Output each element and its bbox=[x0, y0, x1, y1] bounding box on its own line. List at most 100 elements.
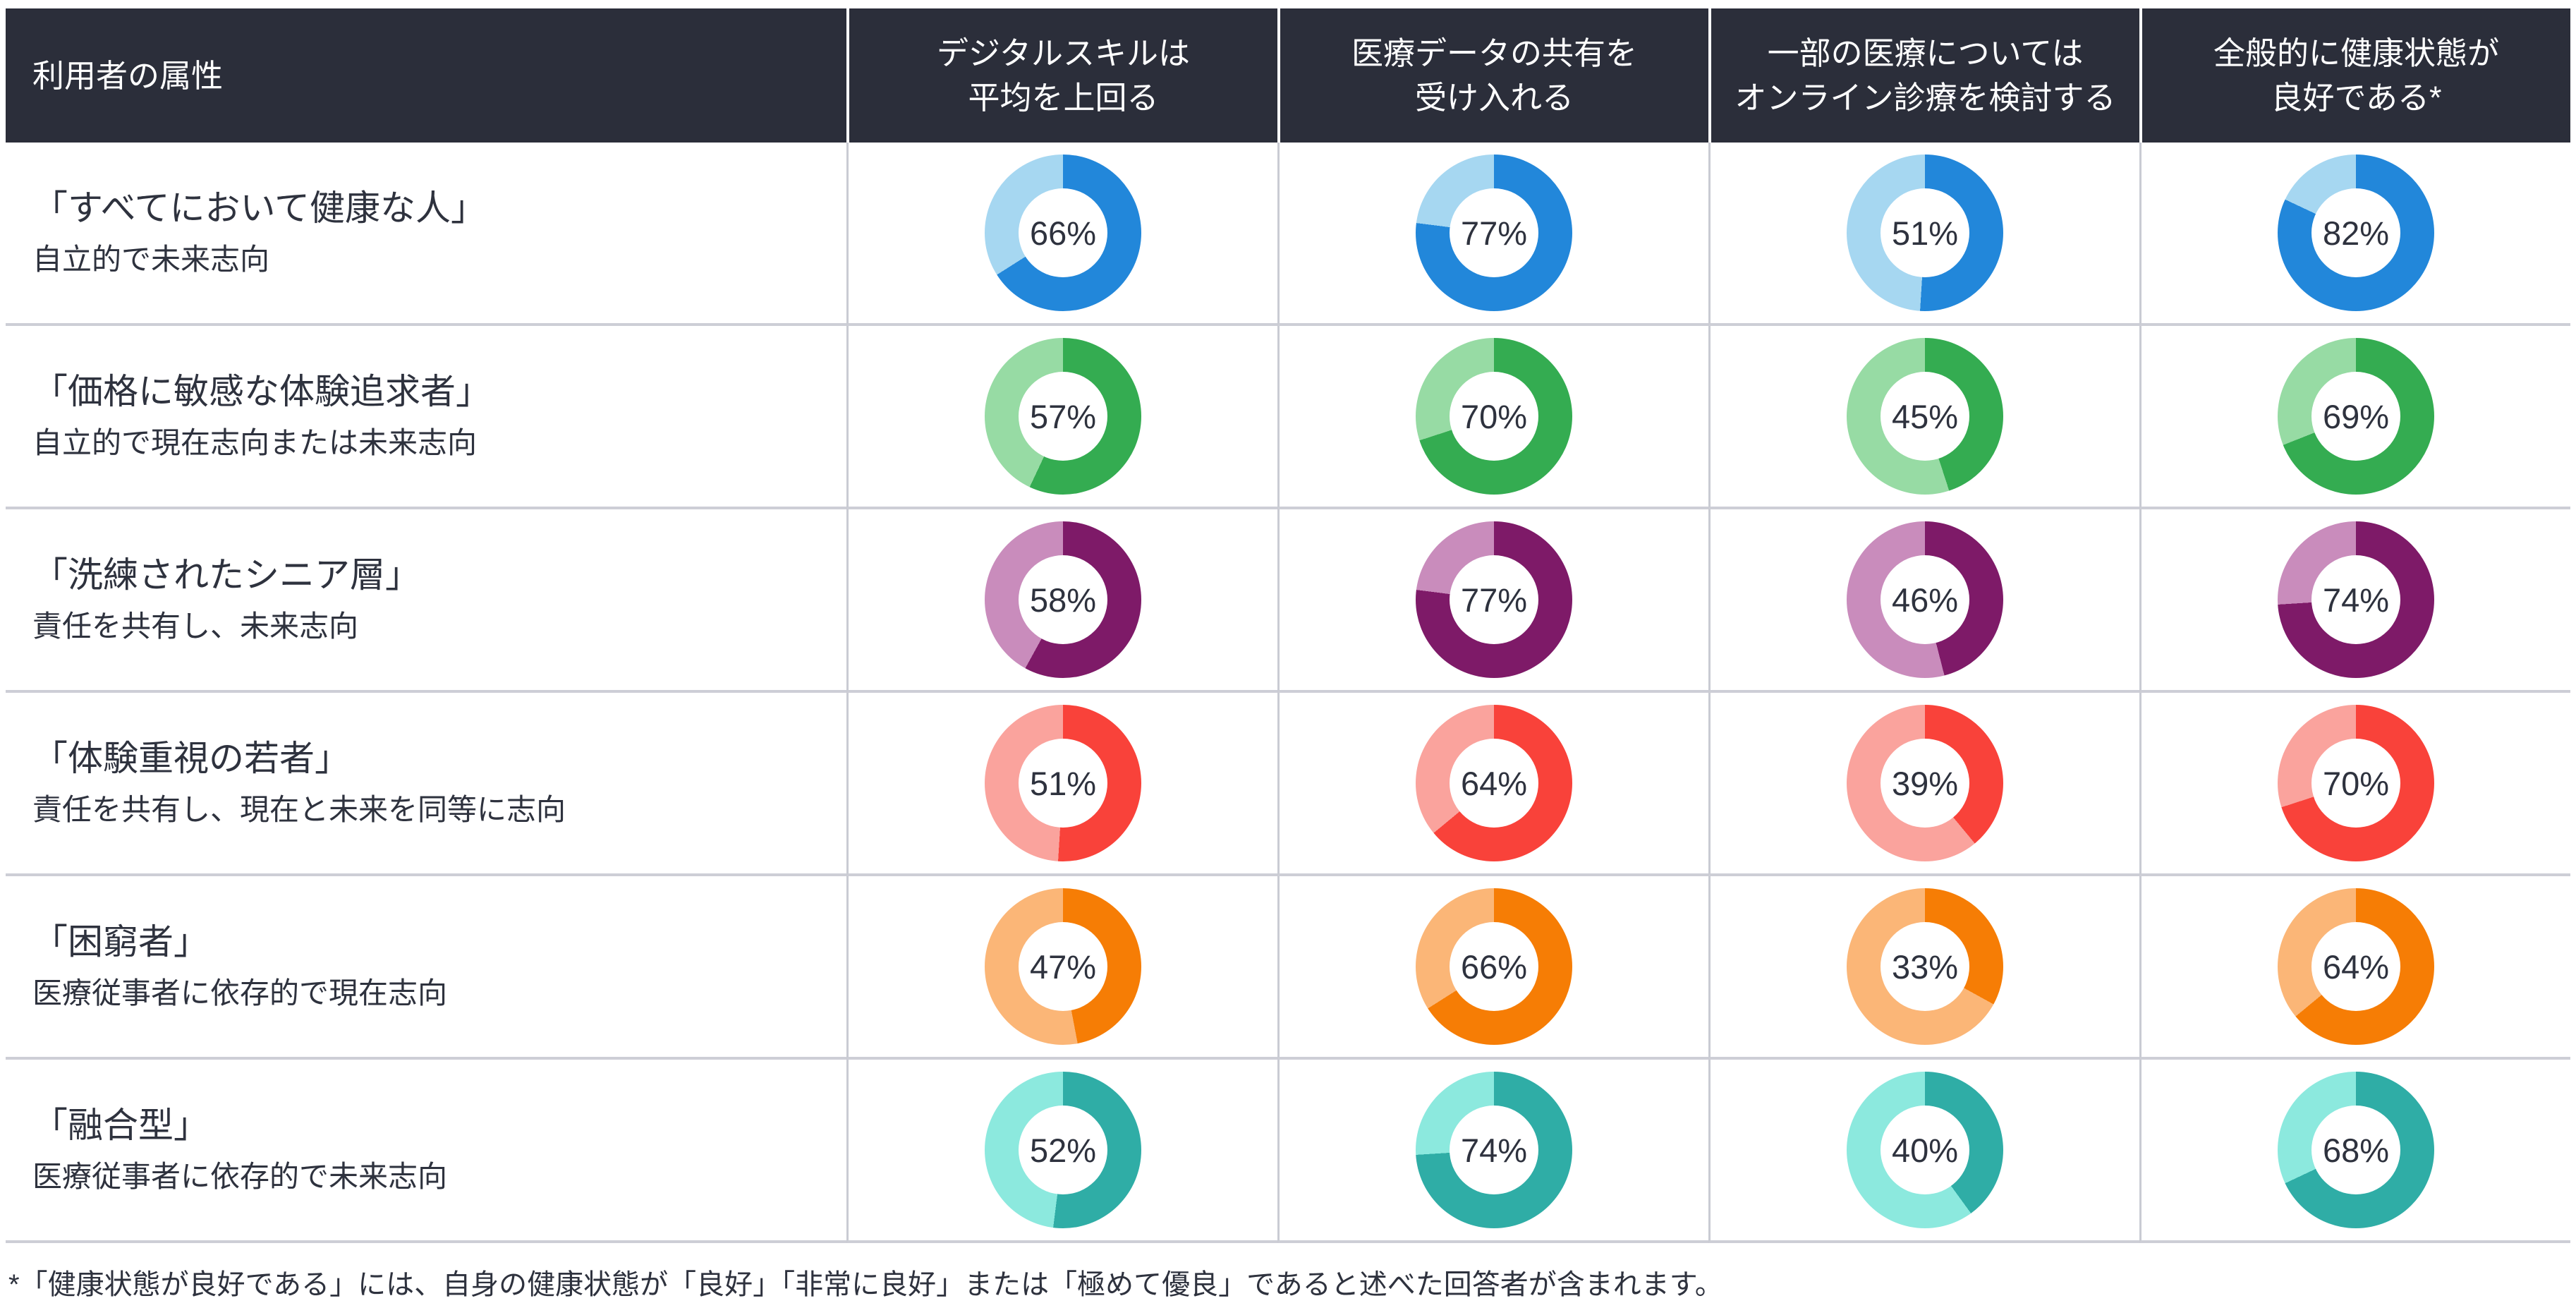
donut-value-label: 74% bbox=[2311, 555, 2400, 644]
donut-chart: 57% bbox=[985, 338, 1141, 495]
donut-chart: 64% bbox=[2278, 888, 2434, 1045]
donut-value-label: 40% bbox=[1881, 1106, 1969, 1194]
donut-value-label: 51% bbox=[1881, 188, 1969, 277]
donut-chart: 40% bbox=[1847, 1072, 2003, 1228]
row-title: 「融合型」 bbox=[32, 1106, 209, 1146]
donut-cell: 74% bbox=[2139, 509, 2570, 693]
footnote: *「健康状態が良好である」には、自身の健康状態が「良好」「非常に良好」または「極… bbox=[8, 1269, 1723, 1300]
donut-value-label: 64% bbox=[1450, 739, 1538, 828]
donut-cell: 66% bbox=[846, 143, 1277, 326]
table-row: 「洗練されたシニア層」 責任を共有し、未来志向 58% 77% 46% 74% bbox=[6, 509, 2570, 693]
donut-chart: 82% bbox=[2278, 155, 2434, 311]
donut-cell: 77% bbox=[1277, 143, 1708, 326]
donut-value-label: 64% bbox=[2311, 922, 2400, 1011]
donut-cell: 47% bbox=[846, 876, 1277, 1060]
donut-value-label: 66% bbox=[1450, 922, 1538, 1011]
donut-value-label: 45% bbox=[1881, 372, 1969, 461]
row-label-cell: 「困窮者」 医療従事者に依存的で現在志向 bbox=[6, 876, 846, 1060]
donut-value-label: 69% bbox=[2311, 372, 2400, 461]
donut-value-label: 70% bbox=[2311, 739, 2400, 828]
donut-value-label: 77% bbox=[1450, 188, 1538, 277]
donut-value-label: 77% bbox=[1450, 555, 1538, 644]
donut-chart: 46% bbox=[1847, 521, 2003, 678]
row-title: 「困窮者」 bbox=[32, 922, 209, 962]
donut-chart: 68% bbox=[2278, 1072, 2434, 1228]
row-title: 「価格に敏感な体験追求者」 bbox=[32, 372, 491, 412]
table-row: 「すべてにおいて健康な人」 自立的で未来志向 66% 77% 51% 82% bbox=[6, 143, 2570, 326]
donut-cell: 70% bbox=[1277, 326, 1708, 509]
header-col-good-health: 全般的に健康状態が 良好である* bbox=[2139, 8, 2570, 143]
donut-cell: 39% bbox=[1708, 693, 2139, 876]
donut-chart: 33% bbox=[1847, 888, 2003, 1045]
donut-chart: 45% bbox=[1847, 338, 2003, 495]
row-label-cell: 「体験重視の若者」 責任を共有し、現在と未来を同等に志向 bbox=[6, 693, 846, 876]
donut-value-label: 33% bbox=[1881, 922, 1969, 1011]
row-title: 「体験重視の若者」 bbox=[32, 739, 350, 779]
donut-value-label: 58% bbox=[1019, 555, 1107, 644]
row-title: 「洗練されたシニア層」 bbox=[32, 555, 420, 595]
donut-value-label: 82% bbox=[2311, 188, 2400, 277]
table-row: 「困窮者」 医療従事者に依存的で現在志向 47% 66% 33% 64% bbox=[6, 876, 2570, 1060]
row-subtitle: 責任を共有し、現在と未来を同等に志向 bbox=[32, 793, 566, 827]
row-label-cell: 「すべてにおいて健康な人」 自立的で未来志向 bbox=[6, 143, 846, 326]
table-row: 「価格に敏感な体験追求者」 自立的で現在志向または未来志向 57% 70% 45… bbox=[6, 326, 2570, 509]
donut-chart: 52% bbox=[985, 1072, 1141, 1228]
row-subtitle: 責任を共有し、未来志向 bbox=[32, 610, 359, 643]
row-label-cell: 「洗練されたシニア層」 責任を共有し、未来志向 bbox=[6, 509, 846, 693]
header-col-digital-skills: デジタルスキルは 平均を上回る bbox=[846, 8, 1277, 143]
row-title: 「すべてにおいて健康な人」 bbox=[32, 188, 486, 229]
donut-chart: 74% bbox=[1416, 1072, 1572, 1228]
donut-chart: 51% bbox=[985, 705, 1141, 861]
table-row: 「融合型」 医療従事者に依存的で未来志向 52% 74% 40% 68% bbox=[6, 1060, 2570, 1243]
donut-value-label: 66% bbox=[1019, 188, 1107, 277]
donut-cell: 64% bbox=[2139, 876, 2570, 1060]
donut-chart: 69% bbox=[2278, 338, 2434, 495]
donut-value-label: 46% bbox=[1881, 555, 1969, 644]
donut-cell: 68% bbox=[2139, 1060, 2570, 1243]
header-col-online-care: 一部の医療については オンライン診療を検討する bbox=[1708, 8, 2139, 143]
donut-chart: 70% bbox=[1416, 338, 1572, 495]
donut-chart: 39% bbox=[1847, 705, 2003, 861]
donut-cell: 46% bbox=[1708, 509, 2139, 693]
donut-chart: 77% bbox=[1416, 521, 1572, 678]
header-user-attributes: 利用者の属性 bbox=[6, 8, 846, 143]
donut-cell: 51% bbox=[1708, 143, 2139, 326]
donut-value-label: 57% bbox=[1019, 372, 1107, 461]
donut-value-label: 74% bbox=[1450, 1106, 1538, 1194]
donut-cell: 70% bbox=[2139, 693, 2570, 876]
row-label-cell: 「融合型」 医療従事者に依存的で未来志向 bbox=[6, 1060, 846, 1243]
donut-chart: 66% bbox=[1416, 888, 1572, 1045]
row-subtitle: 自立的で未来志向 bbox=[32, 243, 270, 277]
donut-cell: 33% bbox=[1708, 876, 2139, 1060]
donut-cell: 52% bbox=[846, 1060, 1277, 1243]
donut-chart: 70% bbox=[2278, 705, 2434, 861]
donut-cell: 45% bbox=[1708, 326, 2139, 509]
donut-cell: 69% bbox=[2139, 326, 2570, 509]
donut-cell: 74% bbox=[1277, 1060, 1708, 1243]
row-subtitle: 自立的で現在志向または未来志向 bbox=[32, 426, 478, 460]
donut-value-label: 47% bbox=[1019, 922, 1107, 1011]
donut-value-label: 52% bbox=[1019, 1106, 1107, 1194]
donut-value-label: 70% bbox=[1450, 372, 1538, 461]
donut-cell: 82% bbox=[2139, 143, 2570, 326]
donut-chart: 47% bbox=[985, 888, 1141, 1045]
row-label-cell: 「価格に敏感な体験追求者」 自立的で現在志向または未来志向 bbox=[6, 326, 846, 509]
donut-chart: 58% bbox=[985, 521, 1141, 678]
row-subtitle: 医療従事者に依存的で現在志向 bbox=[32, 976, 448, 1010]
donut-cell: 57% bbox=[846, 326, 1277, 509]
table-row: 「体験重視の若者」 責任を共有し、現在と未来を同等に志向 51% 64% 39%… bbox=[6, 693, 2570, 876]
donut-cell: 64% bbox=[1277, 693, 1708, 876]
donut-cell: 40% bbox=[1708, 1060, 2139, 1243]
donut-value-label: 51% bbox=[1019, 739, 1107, 828]
donut-chart: 77% bbox=[1416, 155, 1572, 311]
donut-cell: 77% bbox=[1277, 509, 1708, 693]
donut-cell: 51% bbox=[846, 693, 1277, 876]
donut-chart: 66% bbox=[985, 155, 1141, 311]
donut-value-label: 68% bbox=[2311, 1106, 2400, 1194]
row-subtitle: 医療従事者に依存的で未来志向 bbox=[32, 1160, 448, 1194]
donut-cell: 66% bbox=[1277, 876, 1708, 1060]
donut-chart: 64% bbox=[1416, 705, 1572, 861]
donut-chart: 51% bbox=[1847, 155, 2003, 311]
table-header-row: 利用者の属性 デジタルスキルは 平均を上回る 医療データの共有を 受け入れる 一… bbox=[6, 8, 2570, 143]
